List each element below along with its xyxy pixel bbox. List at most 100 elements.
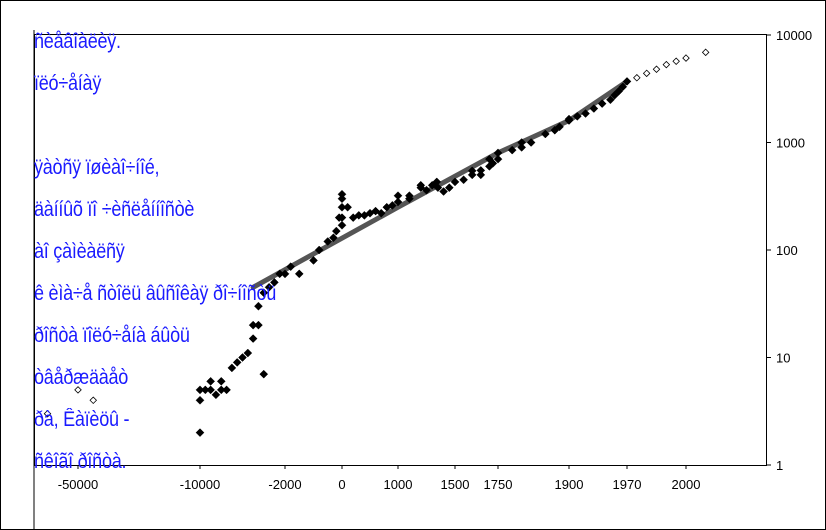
x-tick-label: -50000 [58,477,98,492]
overlay-text-line: òâåðæäàåò [34,366,129,389]
filled-diamond-point [517,143,527,152]
hollow-diamond-point [672,57,680,66]
filled-diamond-point [622,77,632,86]
overlay-text-line: àî çàìèàëñÿ [34,240,125,263]
filled-diamond-point [227,363,237,373]
y-tick-label: 100 [776,243,798,258]
filled-diamond-point [476,166,486,175]
filled-diamond-point [467,166,477,176]
x-tick-label: 1500 [441,477,470,492]
hollow-diamond-point [682,54,690,62]
filled-diamond-point [555,122,564,132]
filled-diamond-point [222,385,231,395]
filled-diamond-point [232,358,242,367]
filled-diamond-point [238,353,247,362]
filled-diamond-point [259,369,269,379]
filled-diamond-point [450,177,460,187]
filled-diamond-point [248,334,258,343]
y-tick-label: 10 [776,351,790,366]
hollow-diamond-point [633,74,641,82]
filled-diamond-point [388,201,397,210]
filled-diamond-point [195,428,205,437]
filled-diamond-point [294,269,304,279]
filled-diamond-point [393,197,403,207]
filled-diamond-point [517,138,527,147]
hollow-diamond-point [43,409,52,418]
filled-diamond-point [259,288,269,298]
filled-diamond-point [476,170,486,180]
filled-diamond-point [493,148,503,158]
filled-diamond-point [337,213,347,222]
overlay-text-line: ðà, Êàïèöû - [34,408,130,431]
filled-diamond-point [331,226,341,236]
overlay-text-line: ïëó÷åíàÿ [34,72,102,95]
overlay-text-line: ñèåâîàëèÿ. [34,30,121,53]
filled-diamond-point [264,282,274,292]
filled-diamond-point [589,104,599,113]
filled-diamond-point [393,191,403,201]
hollow-diamond-point [642,69,651,78]
filled-diamond-point [422,185,431,195]
filled-diamond-point [416,180,426,190]
filled-diamond-point [444,183,454,193]
filled-diamond-point [614,86,624,96]
filled-diamond-point [488,158,498,168]
filled-diamond-point [195,395,205,405]
x-tick-label: 1900 [555,477,584,492]
hollow-diamond-point [652,65,661,74]
x-tick-label: 1970 [613,477,642,492]
filled-diamond-point [329,233,338,243]
filled-diamond-point [540,129,550,139]
y-axis: 1 10 100 1000 10000 [766,28,812,473]
filled-diamond-point [211,390,221,400]
y-tick-label: 10000 [776,28,812,43]
filled-diamond-point [216,376,226,386]
filled-diamond-point [581,109,590,118]
x-tick-label: 2000 [672,477,701,492]
data-marks [43,48,710,437]
filled-diamond-point [439,187,448,196]
overlay-text-line: ÿàòñÿ ïøèàî÷íîé, [34,156,160,179]
filled-diamond-point [323,237,333,246]
overlay-text-line: ñêîãî ðîñòà. [34,450,127,473]
x-axis: -50000 -10000 -2000 0 1000 1500 1750 1900 1970 20… [58,465,701,492]
y-tick-label: 1000 [776,136,805,151]
x-tick-label: -2000 [268,477,301,492]
x-tick-label: 1000 [384,477,413,492]
filled-diamond-point [433,183,443,193]
filled-diamond-point [286,262,296,272]
filled-diamond-point [618,82,628,92]
filled-diamond-point [343,202,352,212]
overlay-text-line: äàííûõ ïî ÷èñëåííîñòè [34,198,195,221]
x-tick-label: -10000 [180,477,220,492]
hollow-diamond-point [701,48,710,57]
filled-diamond-point [597,99,607,108]
filled-diamond-point [254,320,263,330]
overlay-text-line: ê èìà÷å ñòîëü âûñîêàÿ ðî÷íîñòü [34,282,277,305]
x-tick-label: 0 [338,477,345,492]
filled-diamond-point [376,208,386,218]
filled-diamond-point [564,114,574,124]
filled-diamond-point [493,154,503,164]
filled-diamond-point [337,189,347,199]
filled-diamond-point [280,269,290,279]
filled-diamond-point [572,112,582,121]
filled-diamond-point [206,376,215,386]
filled-diamond-point [459,175,468,185]
filled-diamond-point [337,194,347,204]
filled-diamond-point [507,145,517,155]
hollow-diamond-point [662,60,671,69]
overlay-text-line: ðîñòà ïîëó÷åíà áûòü [34,324,190,347]
filled-diamond-point [314,245,324,255]
filled-diamond-point [206,385,215,395]
hollow-diamond-point [74,386,82,394]
filled-diamond-point [337,220,347,230]
filled-diamond-point [309,256,318,265]
y-tick-label: 1 [776,458,783,473]
hollow-diamond-point [89,396,98,405]
filled-diamond-point [254,301,263,311]
filled-diamond-point [243,348,253,358]
filled-diamond-point [405,191,414,201]
